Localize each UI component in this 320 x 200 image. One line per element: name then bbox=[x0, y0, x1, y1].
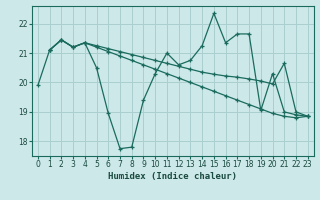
X-axis label: Humidex (Indice chaleur): Humidex (Indice chaleur) bbox=[108, 172, 237, 181]
